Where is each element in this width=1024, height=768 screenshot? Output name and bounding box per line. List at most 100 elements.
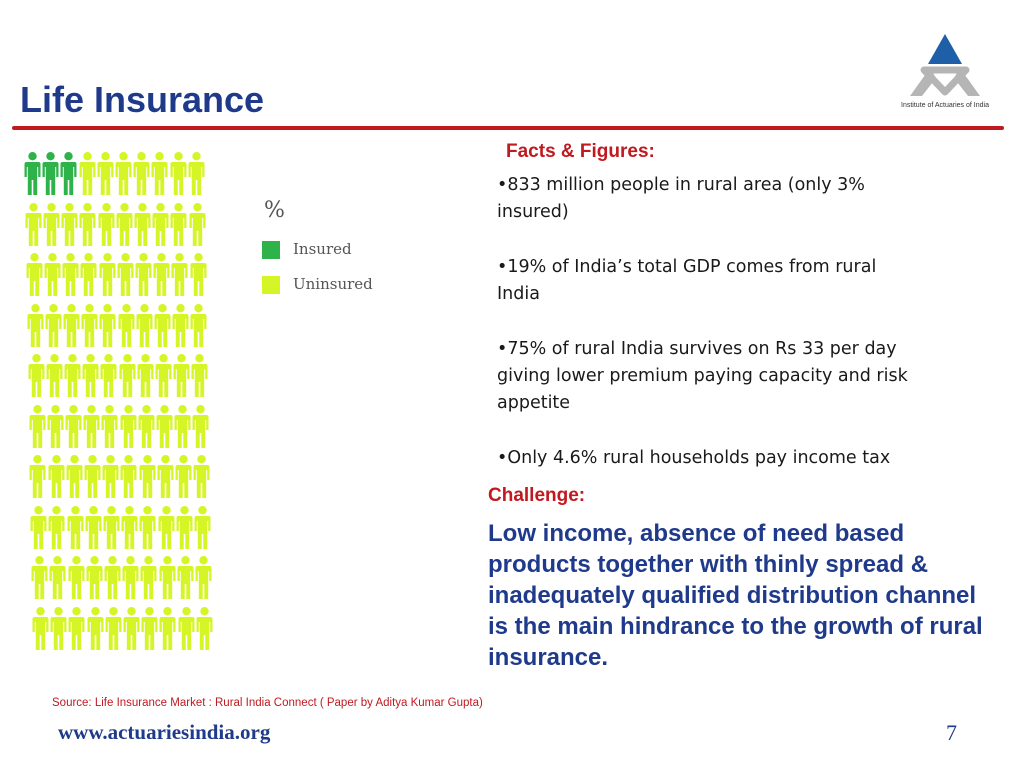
person-icon-uninsured bbox=[196, 606, 213, 650]
slide-title: Life Insurance bbox=[20, 79, 265, 120]
person-icon-uninsured bbox=[178, 606, 195, 650]
person-icon-uninsured bbox=[159, 606, 176, 650]
person-icon-uninsured bbox=[141, 606, 158, 650]
legend-swatch-uninsured bbox=[262, 276, 280, 294]
person-icon-uninsured bbox=[25, 202, 42, 246]
person-icon-uninsured bbox=[193, 455, 210, 498]
triangle-logo-icon bbox=[910, 34, 980, 96]
person-icon-uninsured bbox=[139, 455, 156, 498]
person-icon-uninsured bbox=[119, 354, 136, 397]
pictogram-row bbox=[24, 152, 224, 196]
pictogram-row bbox=[30, 505, 230, 550]
person-icon-uninsured bbox=[138, 404, 155, 448]
person-icon-uninsured bbox=[137, 354, 154, 397]
person-icon-uninsured bbox=[153, 253, 170, 296]
institute-logo: Institute of Actuaries of India bbox=[894, 30, 996, 116]
source-citation: Source: Life Insurance Market : Rural In… bbox=[52, 697, 483, 709]
person-icon-uninsured bbox=[174, 404, 191, 448]
pictogram-row bbox=[26, 253, 226, 297]
person-icon-uninsured bbox=[173, 354, 190, 397]
person-icon-uninsured bbox=[87, 606, 104, 650]
person-icon-uninsured bbox=[189, 202, 206, 246]
person-icon-uninsured bbox=[32, 606, 49, 650]
person-icon-uninsured bbox=[61, 202, 78, 246]
legend-label-insured: Insured bbox=[293, 240, 352, 258]
challenge-text: Low income, absence of need based produc… bbox=[488, 520, 983, 671]
person-icon-uninsured bbox=[26, 253, 43, 296]
person-icon-uninsured bbox=[120, 404, 136, 448]
legend-label-uninsured: Uninsured bbox=[293, 275, 373, 293]
person-icon-uninsured bbox=[50, 606, 67, 650]
person-icon-uninsured bbox=[135, 253, 152, 296]
person-icon-uninsured bbox=[175, 455, 192, 498]
person-icon-uninsured bbox=[83, 404, 100, 448]
person-icon-uninsured bbox=[31, 556, 48, 599]
fact-item: •19% of India’s total GDP comes from rur… bbox=[497, 257, 877, 304]
person-icon-uninsured bbox=[154, 303, 171, 347]
person-icon-uninsured bbox=[45, 303, 62, 347]
person-icon-uninsured bbox=[115, 152, 132, 195]
person-icon-uninsured bbox=[101, 404, 118, 448]
person-icon-uninsured bbox=[79, 202, 96, 246]
person-icon-uninsured bbox=[80, 253, 97, 296]
fact-item: •75% of rural India survives on Rs 33 pe… bbox=[497, 339, 908, 413]
person-icon-uninsured bbox=[195, 556, 212, 599]
person-icon-uninsured bbox=[134, 202, 151, 246]
person-icon-uninsured bbox=[171, 253, 188, 296]
person-icon-uninsured bbox=[190, 253, 207, 296]
person-icon-uninsured bbox=[170, 202, 187, 246]
fact-item: •833 million people in rural area (only … bbox=[497, 175, 865, 222]
person-icon-uninsured bbox=[122, 556, 139, 599]
person-icon-uninsured bbox=[44, 253, 61, 296]
person-icon-uninsured bbox=[155, 354, 172, 397]
insurance-pictogram bbox=[24, 152, 224, 652]
person-icon-uninsured bbox=[28, 354, 45, 397]
pictogram-row bbox=[31, 556, 231, 600]
facts-heading: Facts & Figures: bbox=[506, 141, 655, 162]
person-icon-uninsured bbox=[29, 455, 46, 498]
person-icon-uninsured bbox=[64, 354, 81, 397]
person-icon-uninsured bbox=[82, 354, 99, 397]
pictogram-row bbox=[32, 606, 232, 651]
person-icon-uninsured bbox=[97, 152, 114, 195]
person-icon-uninsured bbox=[98, 202, 115, 246]
person-icon-uninsured bbox=[151, 152, 168, 195]
legend-unit: % bbox=[264, 198, 285, 223]
person-icon-uninsured bbox=[172, 303, 189, 347]
person-icon-uninsured bbox=[105, 606, 122, 650]
person-icon-uninsured bbox=[192, 404, 209, 448]
person-icon-uninsured bbox=[68, 556, 85, 599]
person-icon-uninsured bbox=[139, 505, 156, 549]
person-icon-uninsured bbox=[86, 556, 103, 599]
challenge-heading: Challenge: bbox=[488, 485, 586, 506]
person-icon-uninsured bbox=[176, 505, 193, 549]
person-icon-uninsured bbox=[48, 505, 65, 549]
person-icon-insured bbox=[60, 152, 77, 195]
person-icon-uninsured bbox=[116, 202, 133, 246]
logo-caption: Institute of Actuaries of India bbox=[901, 102, 989, 109]
person-icon-uninsured bbox=[43, 202, 60, 246]
person-icon-uninsured bbox=[136, 303, 153, 347]
person-icon-uninsured bbox=[140, 556, 157, 599]
person-icon-uninsured bbox=[191, 354, 208, 397]
person-icon-uninsured bbox=[49, 556, 66, 599]
person-icon-uninsured bbox=[27, 303, 44, 347]
person-icon-uninsured bbox=[68, 606, 85, 650]
person-icon-uninsured bbox=[118, 303, 135, 347]
person-icon-uninsured bbox=[66, 455, 83, 498]
person-icon-uninsured bbox=[104, 556, 121, 599]
pictogram-row bbox=[25, 202, 225, 247]
person-icon-uninsured bbox=[67, 505, 84, 549]
person-icon-uninsured bbox=[99, 303, 116, 347]
person-icon-uninsured bbox=[46, 354, 63, 397]
title-divider bbox=[12, 126, 1004, 130]
person-icon-uninsured bbox=[103, 505, 120, 549]
person-icon-uninsured bbox=[177, 556, 194, 599]
website-link[interactable]: www.actuariesindia.org bbox=[58, 720, 271, 744]
person-icon-uninsured bbox=[190, 303, 207, 347]
person-icon-uninsured bbox=[133, 152, 150, 195]
person-icon-uninsured bbox=[120, 455, 137, 498]
person-icon-uninsured bbox=[170, 152, 187, 195]
person-icon-uninsured bbox=[29, 404, 45, 448]
pictogram-row bbox=[27, 303, 227, 348]
